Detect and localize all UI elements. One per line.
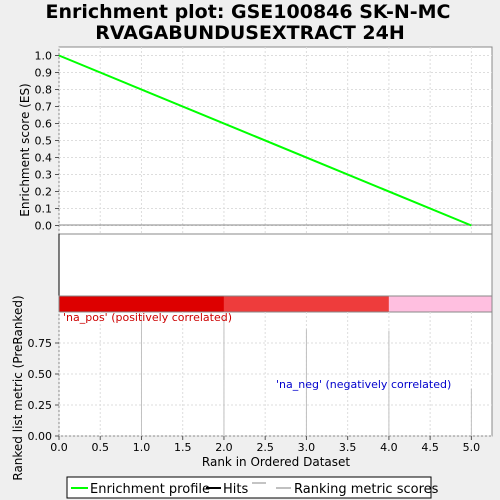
metric-y-ticks: 0.00 0.25 0.50 0.75 [28,337,59,443]
es-y-tick-label: 0.9 [35,67,53,80]
legend-label-hits: Hits [223,482,248,497]
x-tick-label: 0.5 [91,441,109,454]
metric-panel: 0.00 0.25 0.50 0.75 0.0 0.5 1.0 1.5 2.0 2.5 3.0 3.… [11,295,493,481]
es-y-tick-label: 0.7 [35,101,53,114]
es-y-tick-label: 0.6 [35,118,53,131]
title-line-2: RVAGABUNDUSEXTRACT 24H [95,22,405,44]
es-y-tick-label: 0.2 [35,186,53,199]
heatmap-segment [223,296,389,312]
x-tick-label: 3.5 [339,441,357,454]
legend-label-enrichment-profile: Enrichment profile [90,482,210,497]
metric-y-tick-label: 0.50 [28,368,53,381]
x-tick-label: 0.0 [50,441,68,454]
legend-box [66,476,432,499]
title-line-1: Enrichment plot: GSE100846 SK-N-MC [45,1,450,23]
negative-correlation-label: 'na_neg' (negatively correlated) [276,378,451,391]
legend: Enrichment profile Hits Ranking metric s… [66,476,439,499]
x-tick-label: 1.5 [174,441,192,454]
es-grid [58,47,492,234]
es-y-tick-label: 0.3 [35,169,53,182]
x-tick-label: 1.0 [133,441,151,454]
es-y-tick-label: 1.0 [35,50,53,63]
metric-bars [140,315,472,436]
metric-y-axis-label: Ranked list metric (PreRanked) [11,295,25,480]
x-tick-label: 3.0 [298,441,316,454]
es-y-tick-label: 0.5 [35,135,53,148]
x-tick-label: 5.0 [463,441,481,454]
hit-panel [58,233,493,313]
metric-y-tick-label: 0.00 [28,430,53,443]
enrichment-profile-line [58,54,472,227]
es-y-ticks: 0.0 0.1 0.2 0.3 0.4 0.5 0.6 0.7 0.8 0.9 1.0 [35,50,59,233]
x-axis-label: Rank in Ordered Dataset [202,455,350,469]
x-tick-label: 2.0 [215,441,233,454]
es-y-tick-label: 0.8 [35,84,53,97]
es-panel: 0.0 0.1 0.2 0.3 0.4 0.5 0.6 0.7 0.8 0.9 1.0 Enrich… [18,46,493,235]
positive-correlation-label: 'na_pos' (positively correlated) [63,311,232,324]
x-tick-label: 2.5 [256,441,274,454]
x-tick-label: 4.0 [380,441,398,454]
es-y-tick-label: 0.0 [35,220,53,233]
hit-area [58,233,493,297]
heatmap-segment [59,296,224,312]
metric-y-tick-label: 0.75 [28,337,53,350]
es-y-axis-label: Enrichment score (ES) [18,83,32,216]
legend-label-ranking-metric: Ranking metric scores [294,482,439,497]
x-tick-label: 4.5 [421,441,439,454]
es-y-tick-label: 0.4 [35,152,53,165]
heatmap-segment [388,296,492,312]
es-y-tick-label: 0.1 [35,203,53,216]
metric-x-ticks: 0.0 0.5 1.0 1.5 2.0 2.5 3.0 3.5 4.0 4.5 5.0 [50,436,480,454]
ranking-heatmap-bar [58,295,493,313]
metric-y-tick-label: 0.25 [28,399,53,412]
